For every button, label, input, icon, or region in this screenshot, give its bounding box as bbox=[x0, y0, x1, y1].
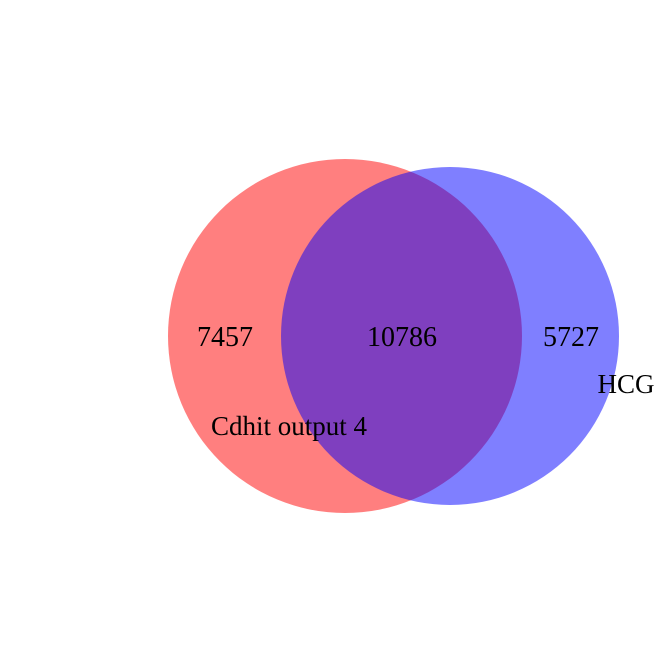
set-label-hcg: HCG bbox=[597, 369, 654, 399]
left-only-count: 7457 bbox=[197, 322, 253, 353]
right-only-count: 5727 bbox=[543, 322, 599, 353]
set-circle-hcg bbox=[281, 167, 619, 505]
intersection-count: 10786 bbox=[367, 322, 437, 353]
set-label-cdhit-output-4: Cdhit output 4 bbox=[211, 411, 368, 441]
